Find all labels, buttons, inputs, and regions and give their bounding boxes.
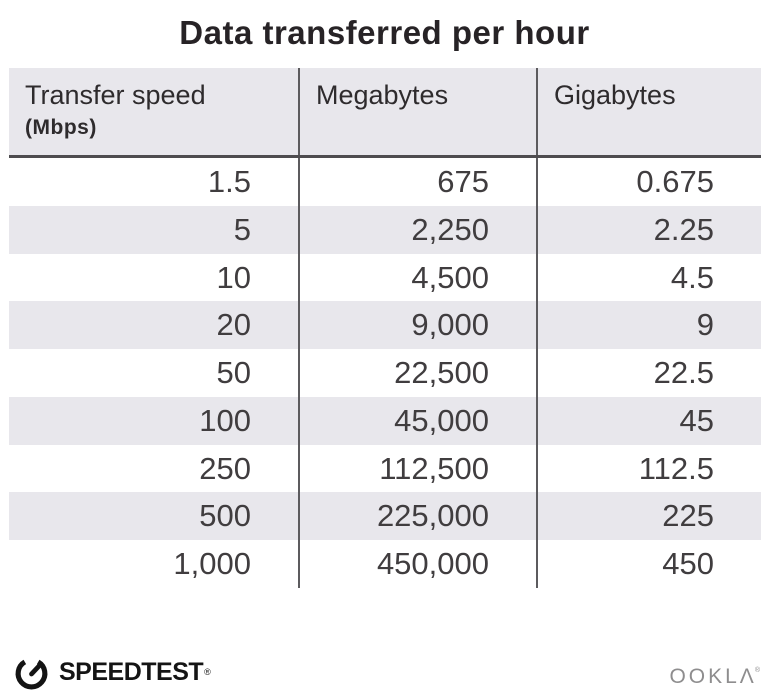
speedtest-registered-mark: ® [204,667,211,677]
cell-gigabytes: 4.5 [670,259,714,295]
speedtest-wordmark: SPEEDTEST [59,658,204,686]
table-row: 250 112,500 112.5 [9,444,761,493]
cell-megabytes: 675 [300,158,538,206]
column-header-transfer-speed-label: Transfer speed [25,80,206,110]
cell-transfer-speed: 250 [9,444,300,493]
cell-transfer-speed: 20 [9,301,300,349]
table-row: 50 22,500 22.5 [9,349,761,397]
table-row: 5 2,250 2.25 [9,205,761,254]
cell-megabytes: 112,500 [300,444,538,493]
cell-transfer-speed: 500 [9,492,300,540]
cell-gigabytes: 45 [679,402,714,438]
cell-gigabytes: 0.675 [636,164,714,199]
table-row: 10 4,500 4.5 [9,253,761,302]
cell-megabytes: 2,250 [300,205,538,254]
ookla-registered-mark: ® [754,667,760,674]
table-row: 20 9,000 9 [9,301,761,349]
ookla-wordmark: OOKLΛ [669,665,757,688]
table-row: 100 45,000 45 [9,396,761,445]
page-title: Data transferred per hour [179,14,590,51]
cell-transfer-speed: 1.5 [9,158,300,206]
ookla-logo: OOKLΛ® [669,662,760,692]
table-header: Transfer speed (Mbps) Megabytes Gigabyte… [9,68,761,158]
cell-megabytes: 225,000 [300,492,538,540]
column-header-gigabytes: Gigabytes [554,80,676,110]
cell-megabytes: 4,500 [300,253,538,302]
cell-gigabytes: 9 [696,307,714,343]
cell-gigabytes: 22.5 [653,355,714,390]
cell-gigabytes: 2.25 [653,211,714,247]
cell-megabytes: 9,000 [300,301,538,349]
cell-transfer-speed: 10 [9,253,300,302]
cell-megabytes: 22,500 [300,349,538,397]
cell-transfer-speed: 100 [9,396,300,445]
table-body: 1.5 675 0.675 5 2,250 2.25 10 4,500 4.5 20 9,000 9 5… [9,158,761,588]
cell-gigabytes: 225 [662,498,714,534]
table-row: 1.5 675 0.675 [9,158,761,206]
speedtest-logo: SPEEDTEST ® [13,652,211,692]
table-row: 1,000 450,000 450 [9,540,761,588]
cell-megabytes: 450,000 [300,540,538,588]
cell-transfer-speed: 5 [9,205,300,254]
column-header-megabytes: Megabytes [300,68,538,155]
column-header-transfer-speed: Transfer speed (Mbps) [9,68,300,155]
column-header-transfer-speed-unit: (Mbps) [25,116,97,139]
cell-gigabytes: 450 [662,546,714,581]
speedtest-gauge-icon [15,659,48,689]
data-table: Transfer speed (Mbps) Megabytes Gigabyte… [9,68,761,588]
table-row: 500 225,000 225 [9,492,761,540]
cell-transfer-speed: 50 [9,349,300,397]
cell-megabytes: 45,000 [300,396,538,445]
cell-transfer-speed: 1,000 [9,540,300,588]
cell-gigabytes: 112.5 [638,450,714,486]
